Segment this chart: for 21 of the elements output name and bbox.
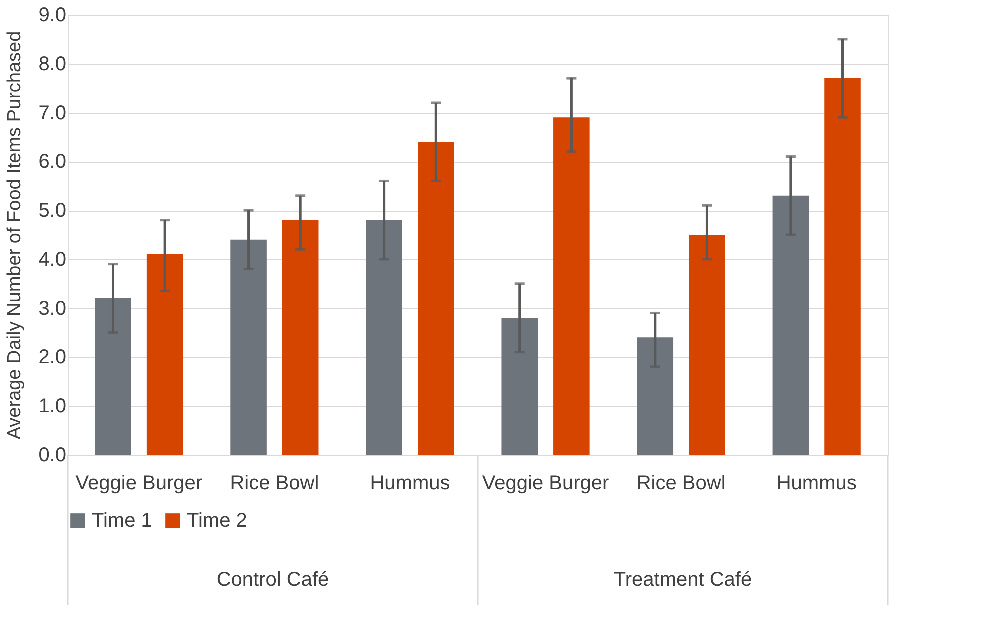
y-tick-label: 3.0 [38, 298, 66, 320]
x-tick-label: Hummus [370, 472, 450, 494]
x-tick-label: Hummus [776, 472, 857, 494]
x-tick-label: Rice Bowl [230, 472, 320, 494]
y-tick-label: 5.0 [38, 200, 66, 222]
y-tick-label: 2.0 [38, 346, 66, 369]
y-tick-label: 0.0 [38, 444, 66, 466]
text: Control Café [216, 569, 330, 591]
y-tick-label: 8.0 [38, 53, 66, 76]
text: Treatment Café [614, 569, 752, 591]
x-tick-label: Veggie Burger [482, 472, 610, 494]
y-tick-label: 1.0 [38, 396, 66, 418]
x-tick-label: Veggie Burger [76, 472, 203, 494]
y-tick-label: 9.0 [38, 4, 66, 26]
legend-label: Time 2 [187, 510, 248, 532]
x-tick-label: Rice Bowl [636, 472, 726, 494]
y-axis-title: Average Daily Number of Food Items Purchased [4, 31, 26, 440]
y-tick-label: 6.0 [38, 151, 66, 174]
y-tick-label: 4.0 [38, 248, 66, 271]
legend-label: Time 1 [92, 510, 152, 532]
y-tick-label: 7.0 [38, 102, 66, 124]
